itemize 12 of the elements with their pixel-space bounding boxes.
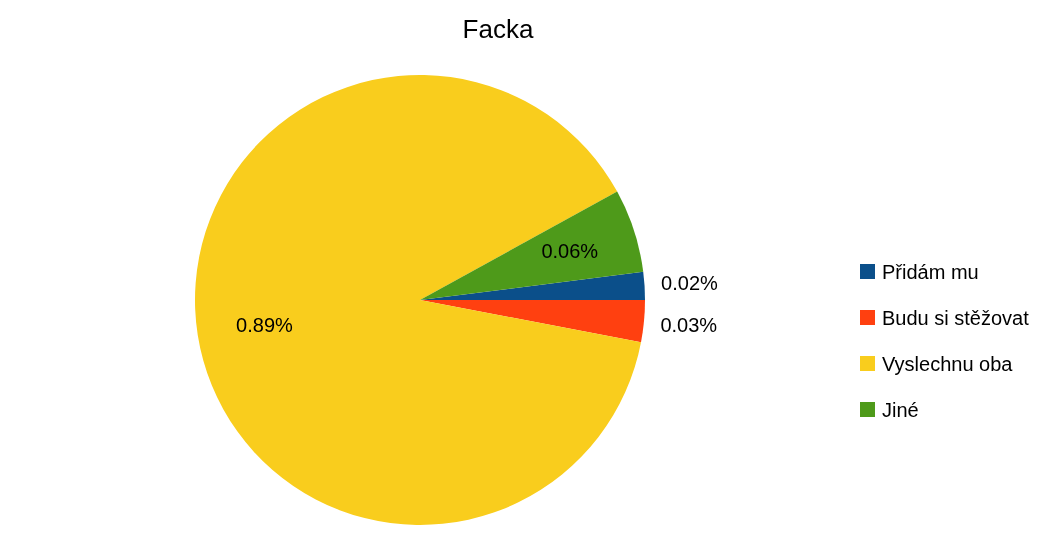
legend-label: Přidám mu (882, 261, 979, 283)
data-label: 0.02% (661, 272, 719, 295)
legend-label: Jiné (882, 399, 919, 421)
data-label: 0.89% (236, 313, 294, 336)
legend-label: Vyslechnu oba (882, 353, 1014, 375)
pie-slice (420, 191, 644, 300)
pie-slice (420, 300, 645, 343)
legend-label: Budu si stěžovat (882, 307, 1030, 329)
data-label: 0.06% (541, 240, 599, 263)
data-label: 0.03% (660, 314, 718, 337)
chart-title: Facka (462, 14, 534, 44)
pie-slice (195, 75, 642, 525)
